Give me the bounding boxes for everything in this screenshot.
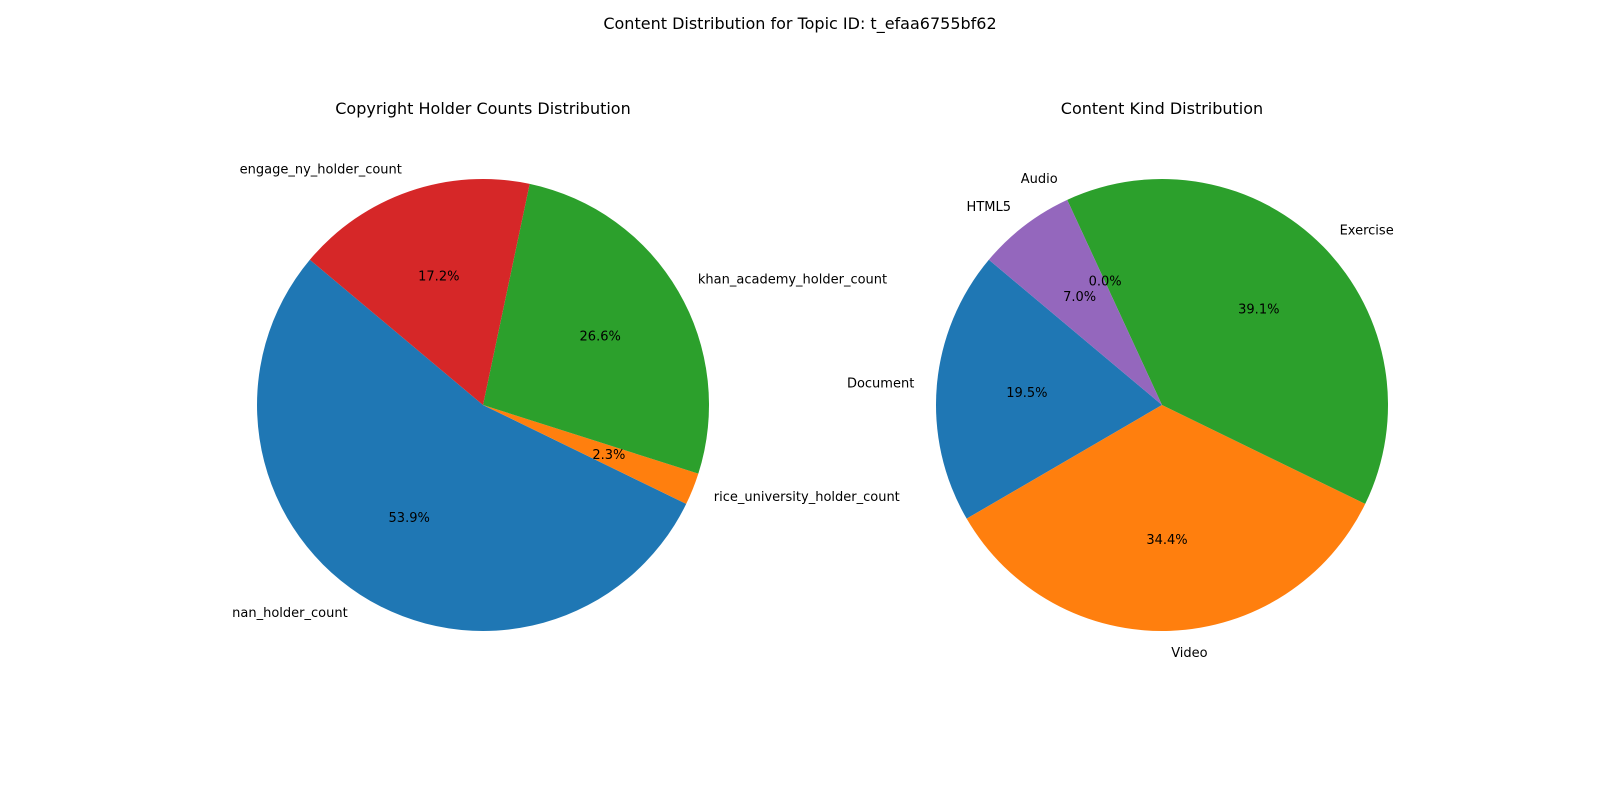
pie-label-html5: HTML5 (967, 200, 1011, 215)
pie-slice-video (966, 405, 1366, 632)
pie-slice-document (935, 259, 1162, 519)
pie-slice-engage-ny-holder-count (309, 178, 530, 405)
pie-label-document: Document (847, 376, 914, 391)
pie-pct-label-khan-academy-holder-count: 26.6% (580, 329, 621, 344)
pie-slice-khan-academy-holder-count (483, 183, 710, 474)
pie-pct-label-video: 34.4% (1146, 533, 1187, 548)
pie-label-engage-ny-holder-count: engage_ny_holder_count (240, 163, 402, 178)
pie-pct-label-document: 19.5% (1006, 386, 1047, 401)
pie-slice-rice-university-holder-count (483, 405, 699, 504)
pie-slice-nan-holder-count (257, 259, 687, 631)
pie-chart-copyright-holders: Copyright Holder Counts Distribution nan… (232, 99, 900, 631)
pie-pct-label-html5: 7.0% (1063, 290, 1096, 305)
pie-slices-copyright-holders (257, 178, 710, 631)
pie-slices-content-kind (935, 178, 1389, 632)
pie-labels-copyright-holders: nan_holder_count 53.9% rice_university_hol… (232, 163, 900, 622)
pie-labels-content-kind: Document 19.5% Video 34.4% Exercise 39.1% Audi… (847, 172, 1394, 661)
pie-slice-html5 (988, 199, 1162, 405)
pie-pct-label-rice-university-holder-count: 2.3% (592, 448, 625, 463)
chart-title-copyright-holders: Copyright Holder Counts Distribution (335, 99, 630, 118)
chart-title-content-kind: Content Kind Distribution (1061, 99, 1263, 118)
pie-pct-label-engage-ny-holder-count: 17.2% (418, 269, 459, 284)
pie-pct-label-audio: 0.0% (1089, 274, 1122, 289)
pie-slice-exercise (1067, 178, 1389, 504)
pie-label-khan-academy-holder-count: khan_academy_holder_count (698, 272, 887, 287)
pie-label-audio: Audio (1021, 172, 1058, 187)
pie-label-rice-university-holder-count: rice_university_holder_count (714, 490, 900, 505)
pie-pct-label-exercise: 39.1% (1238, 303, 1279, 318)
pie-label-exercise: Exercise (1340, 224, 1394, 239)
figure-suptitle: Content Distribution for Topic ID: t_efa… (603, 14, 996, 34)
pie-chart-content-kind: Content Kind Distribution Document 19.5% V… (847, 99, 1394, 661)
pie-label-video: Video (1171, 646, 1207, 661)
pie-label-nan-holder-count: nan_holder_count (232, 606, 348, 621)
pie-pct-label-nan-holder-count: 53.9% (389, 511, 430, 526)
